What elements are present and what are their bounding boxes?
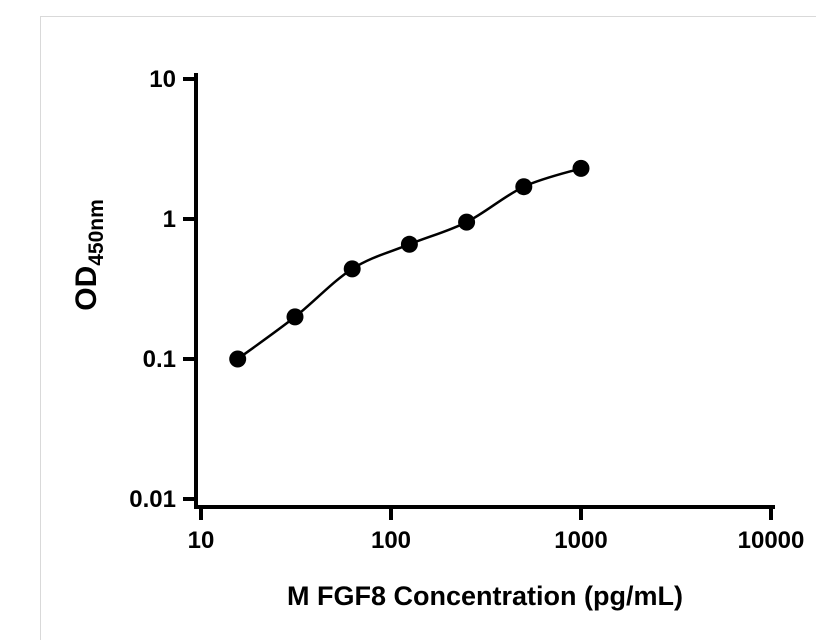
tick-labels-layer: 10 100 1000 10000 0.01 0.1 1 10 — [129, 66, 804, 554]
data-point — [286, 308, 304, 326]
data-point — [343, 260, 361, 278]
data-point — [515, 178, 533, 196]
data-point — [572, 159, 590, 177]
x-tick-label: 10000 — [738, 527, 805, 554]
elisa-standard-curve-figure: 10 100 1000 10000 0.01 0.1 1 10 M FGF8 Concentr… — [40, 16, 816, 640]
y-tick-label: 0.01 — [129, 486, 176, 513]
y-axis-title-sub: 450nm — [85, 199, 108, 266]
y-axis-title: OD450nm — [70, 199, 108, 311]
y-tick-label: 1 — [163, 206, 176, 233]
y-tick-label: 0.1 — [143, 346, 176, 373]
axes-layer — [183, 73, 775, 520]
data-point — [458, 213, 476, 231]
y-axis-title-main: OD — [70, 266, 103, 311]
x-tick-label: 1000 — [554, 527, 607, 554]
standard-curve-chart: 10 100 1000 10000 0.01 0.1 1 10 M FGF8 Concentr… — [70, 66, 804, 611]
data-point — [400, 235, 418, 253]
y-tick-label: 10 — [149, 66, 176, 93]
data-layer — [229, 159, 590, 368]
x-tick-label: 10 — [188, 527, 215, 554]
x-tick-label: 100 — [371, 527, 411, 554]
fit-curve — [236, 167, 583, 361]
x-axis-title: M FGF8 Concentration (pg/mL) — [287, 581, 683, 611]
data-point — [229, 350, 247, 368]
